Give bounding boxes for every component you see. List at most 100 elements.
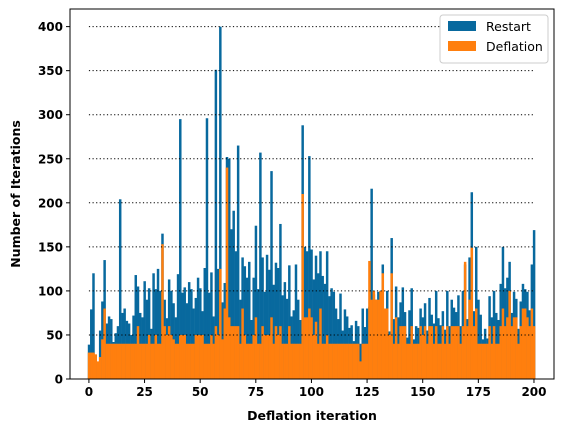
deflation-bar — [328, 343, 331, 379]
restart-bar — [274, 262, 278, 379]
deflation-bar — [225, 167, 229, 379]
x-tick-label: 50 — [192, 385, 209, 399]
deflation-bar — [461, 326, 465, 379]
deflation-bar — [401, 326, 405, 379]
restart-bar — [265, 254, 269, 379]
restart-bar — [152, 273, 155, 379]
restart-bar — [243, 266, 247, 379]
deflation-bar — [301, 194, 304, 379]
restart-bar — [339, 293, 342, 379]
deflation-bar — [332, 343, 336, 379]
deflation-bar — [163, 326, 166, 379]
deflation-bar — [452, 326, 456, 379]
deflation-bar — [423, 326, 427, 379]
deflation-bar — [361, 343, 364, 379]
deflation-bar — [432, 343, 436, 379]
deflation-bar — [203, 343, 206, 379]
deflation-bar — [132, 343, 135, 379]
deflation-bar — [470, 247, 474, 379]
deflation-bar — [245, 343, 249, 379]
restart-bar — [176, 274, 180, 379]
deflation-bar — [234, 326, 238, 379]
deflation-bar — [179, 334, 182, 379]
deflation-bar — [174, 343, 178, 379]
deflation-bar — [319, 308, 322, 379]
deflation-bar — [87, 352, 91, 379]
deflation-bar — [194, 334, 198, 379]
restart-bar — [312, 279, 316, 379]
deflation-bar — [110, 343, 113, 379]
deflation-bar — [330, 343, 333, 379]
deflation-bar — [114, 343, 117, 379]
deflation-bar — [101, 339, 104, 379]
deflation-bar — [314, 321, 318, 379]
restart-bar — [261, 257, 264, 379]
deflation-bar — [443, 343, 447, 379]
restart-bar — [147, 288, 151, 379]
legend-label-deflation: Deflation — [486, 39, 543, 54]
deflation-bar — [501, 308, 505, 379]
restart-bar — [185, 303, 189, 379]
deflation-bar — [490, 343, 494, 379]
deflation-bar — [90, 352, 93, 379]
restart-bar — [232, 210, 235, 379]
deflation-bar — [399, 326, 402, 379]
deflation-bar — [317, 343, 320, 379]
deflation-bar — [475, 308, 478, 379]
deflation-bar — [118, 343, 122, 379]
deflation-bar — [143, 343, 146, 379]
deflation-bar — [430, 326, 433, 379]
restart-bar — [285, 298, 289, 379]
deflation-bar — [359, 361, 362, 379]
deflation-bar — [159, 343, 162, 379]
deflation-bar — [243, 334, 247, 379]
deflation-bar — [152, 343, 155, 379]
restart-bar — [268, 269, 271, 379]
deflation-bar — [345, 343, 349, 379]
restart-bar — [259, 152, 262, 379]
deflation-bar — [210, 334, 213, 379]
deflation-bar — [381, 273, 385, 379]
restart-bar — [303, 246, 307, 379]
deflation-bar — [508, 290, 511, 379]
deflation-bar — [321, 343, 324, 379]
restart-bar — [325, 251, 329, 379]
deflation-bar — [274, 326, 278, 379]
legend-label-restart: Restart — [486, 19, 531, 34]
y-tick-label: 300 — [38, 108, 63, 122]
deflation-bar — [441, 326, 445, 379]
x-tick-label: 25 — [136, 385, 153, 399]
x-axis-label: Deflation iteration — [247, 408, 377, 423]
deflation-bar — [221, 339, 224, 379]
deflation-bar — [339, 343, 342, 379]
restart-bar — [239, 299, 242, 379]
deflation-bar — [219, 268, 222, 379]
x-tick-label: 150 — [410, 385, 435, 399]
y-axis-ticks: 0 50 100 150 200 250 300 350 400 — [38, 20, 70, 387]
deflation-bar — [503, 326, 507, 379]
restart-bar — [370, 188, 373, 379]
deflation-bar — [459, 343, 462, 379]
deflation-bar — [472, 326, 476, 379]
restart-bar — [296, 299, 300, 379]
deflation-bar — [457, 326, 460, 379]
deflation-bar — [141, 343, 144, 379]
y-tick-label: 0 — [55, 373, 63, 387]
restart-bar — [279, 223, 282, 379]
restart-bar — [281, 295, 284, 379]
deflation-bar — [343, 343, 347, 379]
deflation-bar — [172, 339, 175, 379]
deflation-bar — [468, 299, 471, 379]
deflation-bar — [268, 334, 271, 379]
deflation-bar — [272, 343, 275, 379]
deflation-bar — [121, 343, 124, 379]
deflation-bar — [276, 334, 280, 379]
deflation-bar — [348, 343, 351, 379]
restart-bar — [532, 230, 536, 379]
restart-bar — [159, 290, 162, 379]
deflation-bar — [428, 326, 431, 379]
deflation-bar — [365, 343, 369, 379]
restart-bar — [92, 273, 95, 379]
deflation-bar — [305, 317, 309, 379]
deflation-bar — [374, 299, 378, 379]
